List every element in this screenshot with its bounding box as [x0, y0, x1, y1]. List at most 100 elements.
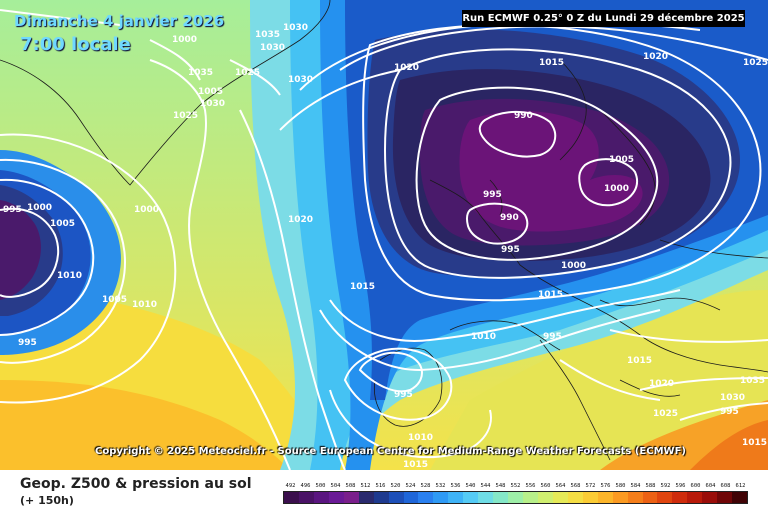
z500-band-red-east	[690, 420, 768, 470]
isobar-label: 1015	[350, 282, 375, 292]
copyright-notice: Copyright © 2025 Meteociel.fr - Source E…	[95, 446, 686, 457]
z500-west-core	[0, 200, 41, 300]
isobar-label: 1025	[173, 111, 198, 121]
isobar-label: 1010	[408, 433, 433, 443]
scale-swatch	[597, 492, 613, 503]
scale-label: 520	[390, 483, 401, 489]
legend-footer: Geop. Z500 & pression au sol (+ 150h) 49…	[0, 470, 768, 512]
z500-band-orange	[0, 380, 290, 470]
isobar-label: 1000	[604, 184, 629, 194]
scale-label: 584	[630, 483, 641, 489]
scale-swatch	[478, 492, 494, 503]
scale-label: 556	[525, 483, 536, 489]
scale-swatch	[448, 492, 464, 503]
scale-label: 500	[315, 483, 326, 489]
scale-label: 504	[330, 483, 341, 489]
scale-label: 536	[450, 483, 461, 489]
isobar-labels: 1030 1035 1025 1030 1020 1010 1005 1000 …	[3, 23, 768, 470]
scale-swatch	[537, 492, 553, 503]
scale-swatch	[284, 492, 299, 503]
scale-swatch	[418, 492, 434, 503]
isobar-label: 1015	[627, 356, 652, 366]
scale-label: 612	[735, 483, 746, 489]
isobar-label: 1025	[653, 409, 678, 419]
scale-label: 496	[300, 483, 311, 489]
color-scale: 492 496 500 504 508 512 516 520 524 528 532 536 540 5…	[283, 481, 748, 504]
isobar-label: 1000	[27, 203, 52, 213]
scale-label: 588	[645, 483, 656, 489]
scale-swatch	[328, 492, 344, 503]
isobar-label: 1010	[132, 300, 157, 310]
scale-label: 596	[675, 483, 686, 489]
isobar-label: 1035	[255, 30, 280, 40]
color-scale-bar	[283, 491, 748, 504]
scale-label: 580	[615, 483, 626, 489]
isobar-label: 1010	[471, 332, 496, 342]
isobar-label: 1020	[394, 63, 419, 73]
coastlines	[0, 0, 768, 461]
z500-core	[459, 110, 643, 232]
scale-swatch	[313, 492, 329, 503]
isobar-label: 1030	[260, 43, 285, 53]
scale-swatch	[702, 492, 718, 503]
isobar-label: 1025	[235, 68, 260, 78]
scale-label: 492	[285, 483, 296, 489]
scale-label: 592	[660, 483, 671, 489]
isobar-label: 1030	[288, 75, 313, 85]
scale-swatch	[612, 492, 628, 503]
forecast-date: Dimanche 4 janvier 2026	[14, 12, 225, 30]
scale-swatch	[388, 492, 404, 503]
scale-swatch	[523, 492, 538, 503]
isobar-label: 1025	[743, 58, 768, 68]
scale-label: 600	[690, 483, 701, 489]
isobar-label: 1020	[288, 215, 313, 225]
isobar-label: 1020	[649, 379, 674, 389]
forecast-map: 1030 1035 1025 1030 1020 1010 1005 1000 …	[0, 0, 768, 470]
scale-swatch	[358, 492, 374, 503]
scale-label: 560	[540, 483, 551, 489]
scale-swatch	[373, 492, 389, 503]
scale-swatch	[672, 492, 688, 503]
isobar-label: 995	[483, 190, 502, 200]
scale-swatch	[463, 492, 479, 503]
isobar-lines	[0, 9, 768, 470]
scale-swatch	[298, 492, 314, 503]
scale-swatch	[567, 492, 583, 503]
isobar-label: 1030	[200, 99, 225, 109]
isobar-label: 990	[500, 213, 519, 223]
isobar-label: 1015	[538, 290, 563, 300]
scale-label: 564	[555, 483, 566, 489]
scale-swatch	[403, 492, 419, 503]
isobar-label: 995	[18, 338, 37, 348]
scale-swatch	[687, 492, 703, 503]
isobar-label: 1035	[740, 376, 765, 386]
legend-lead-time: (+ 150h)	[20, 494, 74, 507]
scale-label: 508	[345, 483, 356, 489]
isobar-label: 1005	[609, 155, 634, 165]
scale-label: 608	[720, 483, 731, 489]
isobar-label: 1015	[403, 460, 428, 470]
color-scale-labels: 492 496 500 504 508 512 516 520 524 528 532 536 540 5…	[283, 481, 748, 491]
scale-swatch	[732, 492, 748, 503]
isobar-label: 995	[3, 205, 22, 215]
isobar-label: 1030	[720, 393, 745, 403]
scale-label: 544	[480, 483, 491, 489]
scale-label: 548	[495, 483, 506, 489]
isobar-label: 1015	[742, 438, 767, 448]
isobar-label: 1015	[539, 58, 564, 68]
isobar-label: 1030	[283, 23, 308, 33]
isobar-label: 1000	[172, 35, 197, 45]
scale-swatch	[717, 492, 733, 503]
scale-swatch	[433, 492, 449, 503]
scale-swatch	[627, 492, 643, 503]
isobar-label: 1020	[643, 52, 668, 62]
isobar-label: 990	[514, 111, 533, 121]
scale-label: 532	[435, 483, 446, 489]
scale-swatch	[508, 492, 523, 503]
scale-label: 516	[375, 483, 386, 489]
scale-label: 604	[705, 483, 716, 489]
scale-swatch	[493, 492, 509, 503]
scale-swatch	[642, 492, 658, 503]
run-info: Run ECMWF 0.25° 0 Z du Lundi 29 décembre…	[462, 10, 745, 27]
scale-label: 568	[570, 483, 581, 489]
